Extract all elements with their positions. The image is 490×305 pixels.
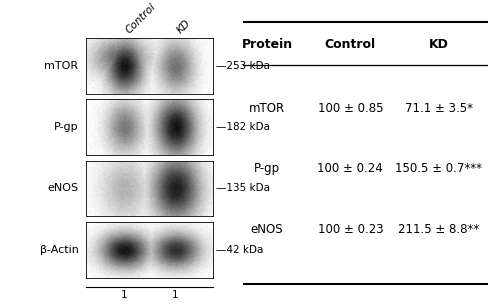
- Text: Control: Control: [325, 38, 376, 51]
- Text: 100 ± 0.23: 100 ± 0.23: [318, 223, 383, 236]
- Text: 100 ± 0.24: 100 ± 0.24: [318, 163, 383, 175]
- Text: KD: KD: [429, 38, 448, 51]
- Text: KD: KD: [175, 18, 193, 35]
- Text: —182 kDa: —182 kDa: [216, 122, 270, 132]
- Text: 1: 1: [172, 290, 178, 300]
- Text: mTOR: mTOR: [249, 102, 285, 115]
- Text: —253 kDa: —253 kDa: [216, 61, 270, 71]
- Text: eNOS: eNOS: [47, 183, 78, 193]
- Text: —42 kDa: —42 kDa: [216, 245, 263, 255]
- Text: Protein: Protein: [242, 38, 293, 51]
- Text: mTOR: mTOR: [44, 61, 78, 71]
- Text: 150.5 ± 0.7***: 150.5 ± 0.7***: [395, 163, 482, 175]
- Text: 100 ± 0.85: 100 ± 0.85: [318, 102, 383, 115]
- Text: P-gp: P-gp: [54, 122, 78, 132]
- Text: β-Actin: β-Actin: [40, 245, 78, 255]
- Text: P-gp: P-gp: [254, 163, 280, 175]
- Text: Control: Control: [124, 1, 158, 35]
- Text: eNOS: eNOS: [251, 223, 283, 236]
- Text: 1: 1: [121, 290, 127, 300]
- Text: —135 kDa: —135 kDa: [216, 183, 270, 193]
- Text: 211.5 ± 8.8**: 211.5 ± 8.8**: [398, 223, 479, 236]
- Text: 71.1 ± 3.5*: 71.1 ± 3.5*: [405, 102, 472, 115]
